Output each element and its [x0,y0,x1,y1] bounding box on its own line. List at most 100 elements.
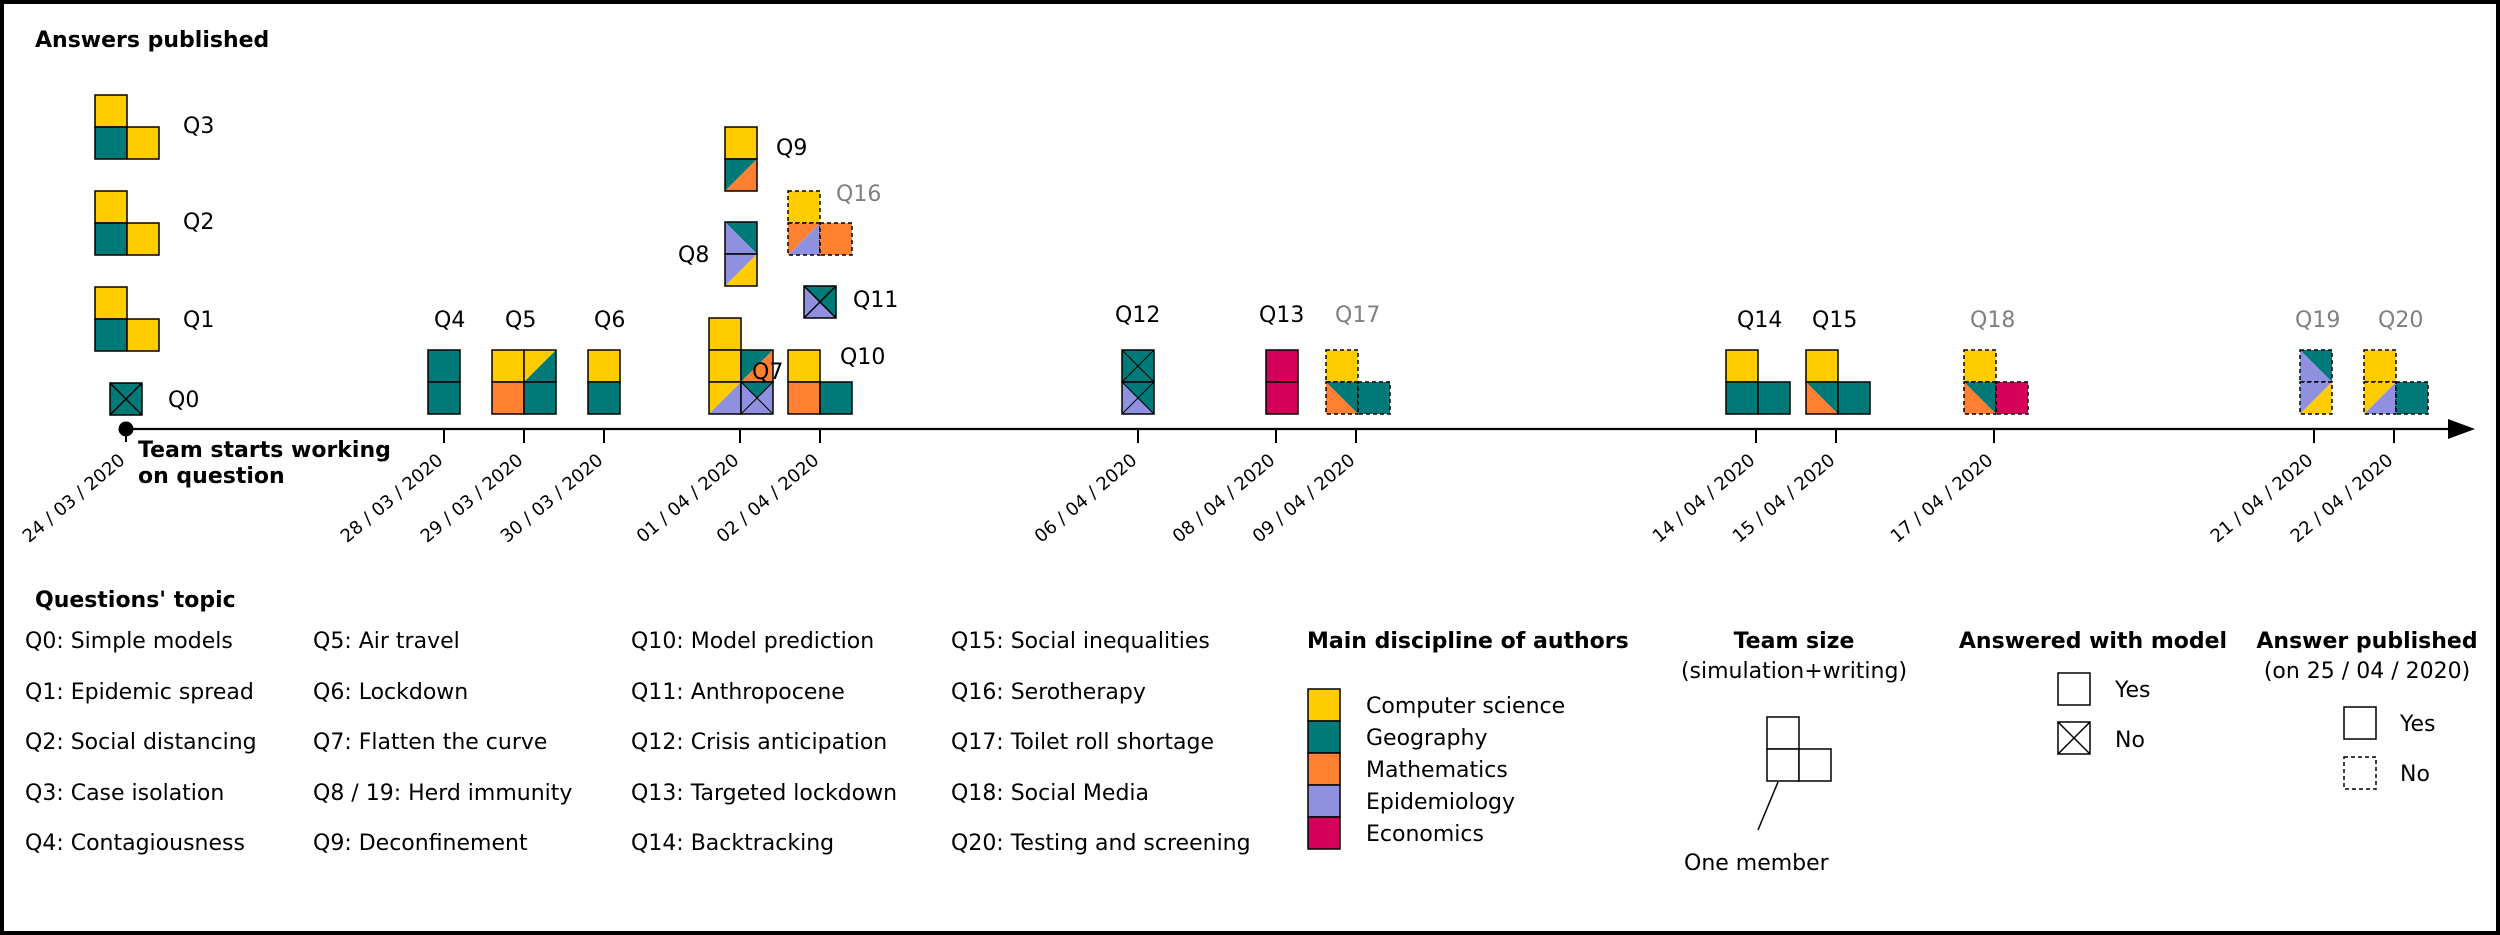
q12-glyph [1121,349,1155,415]
topics-col4: Q15: Social inequalities Q16: Serotherap… [951,629,1251,856]
date-label: 17 / 04 / 2020 [1887,450,1998,547]
topic-item: Q4: Contagiousness [25,831,245,856]
published-subtitle: (on 25 / 04 / 2020) [2264,659,2470,684]
q5-label: Q5 [505,308,536,333]
q11-label: Q11 [853,288,898,313]
date-label: 06 / 04 / 2020 [1031,450,1142,547]
q18-label: Q18 [1970,308,2015,333]
topic-item: Q15: Social inequalities [951,629,1210,654]
topics-header: Questions' topic [35,588,236,613]
q20-label: Q20 [2378,308,2423,333]
published-yes-swatch [2343,706,2377,740]
topic-item: Q17: Toilet roll shortage [951,730,1214,755]
topic-item: Q3: Case isolation [25,781,224,806]
team-size-glyph [1757,716,1832,831]
q16-glyph [787,190,853,256]
q12-label: Q12 [1115,303,1160,328]
q2-label: Q2 [183,210,214,235]
discipline-label: Epidemiology [1366,790,1515,815]
timeline-arrow-icon [2448,419,2475,439]
q17-glyph [1325,349,1391,415]
topic-item: Q13: Targeted lockdown [631,781,897,806]
model-no-label: No [2115,728,2145,753]
discipline-label: Mathematics [1366,758,1508,783]
discipline-label: Geography [1366,726,1487,751]
published-yes-label: Yes [2399,712,2436,737]
model-legend: Yes No [2057,672,2151,755]
swatch-epidemiology [1307,784,1341,818]
q6-glyph [587,349,621,415]
topic-item: Q2: Social distancing [25,730,257,755]
swatch-mathematics [1307,752,1341,786]
topic-item: Q0: Simple models [25,629,233,654]
q7-label: Q7 [752,360,783,385]
team-size-subtitle: (simulation+writing) [1681,659,1907,684]
topic-item: Q1: Epidemic spread [25,680,254,705]
topic-item: Q10: Model prediction [631,629,874,654]
q9-glyph [724,126,758,192]
date-labels: 24 / 03 / 2020 28 / 03 / 2020 29 / 03 / … [19,450,2398,547]
topic-item: Q18: Social Media [951,781,1149,806]
topic-item: Q11: Anthropocene [631,680,845,705]
q9-label: Q9 [776,136,807,161]
q18-glyph [1963,349,2029,415]
topic-item: Q16: Serotherapy [951,680,1146,705]
topic-item: Q5: Air travel [313,629,460,654]
swatch-geography [1307,720,1341,754]
date-ticks [443,429,2395,443]
one-member-label: One member [1684,851,1830,876]
q2-glyph [94,190,160,256]
q13-glyph [1265,349,1299,415]
published-no-swatch [2343,756,2377,790]
topics-col3: Q10: Model prediction Q11: Anthropocene … [631,629,897,856]
q17-label: Q17 [1335,303,1380,328]
discipline-label: Computer science [1366,694,1565,719]
q8-label: Q8 [678,243,709,268]
topic-item: Q20: Testing and screening [951,831,1251,856]
discipline-label: Economics [1366,822,1484,847]
topic-item: Q14: Backtracking [631,831,834,856]
q10-glyph [787,349,853,415]
q10-label: Q10 [840,345,885,370]
date-label: 24 / 03 / 2020 [19,450,130,547]
q5-glyph [491,349,557,415]
topic-item: Q12: Crisis anticipation [631,730,887,755]
topics-col2: Q5: Air travel Q6: Lockdown Q7: Flatten … [313,629,572,856]
topics-col1: Q0: Simple models Q1: Epidemic spread Q2… [25,629,257,856]
model-yes-label: Yes [2114,678,2151,703]
q4-label: Q4 [434,308,465,333]
topic-item: Q8 / 19: Herd immunity [313,781,572,806]
swatch-computer-science [1307,688,1341,722]
team-starts-label-line2: on question [138,464,285,489]
q19-label: Q19 [2295,308,2340,333]
q14-glyph [1725,349,1791,415]
q16-label: Q16 [836,182,881,207]
q3-glyph [94,94,160,160]
team-size-title: Team size [1734,629,1855,654]
q19-glyph [2299,349,2333,415]
discipline-legend: Computer science Geography Mathematics E… [1307,688,1565,850]
q3-label: Q3 [183,114,214,139]
topic-item: Q7: Flatten the curve [313,730,547,755]
discipline-title: Main discipline of authors [1307,629,1629,654]
team-starts-label: Team starts working [138,438,391,463]
model-yes-swatch [2057,672,2091,706]
q20-glyph [2363,349,2429,415]
q1-label: Q1 [183,308,214,333]
q1-glyph [94,286,160,352]
q13-label: Q13 [1259,303,1304,328]
model-title: Answered with model [1959,629,2227,654]
q6-label: Q6 [594,308,625,333]
topic-item: Q6: Lockdown [313,680,468,705]
q0-label: Q0 [168,388,199,413]
q14-label: Q14 [1737,308,1782,333]
topic-item: Q9: Deconfinement [313,831,528,856]
q4-glyph [427,349,461,415]
q11-glyph [803,285,837,319]
q15-label: Q15 [1812,308,1857,333]
q7-glyph [708,317,774,415]
q15-glyph [1805,349,1871,415]
q8-glyph [724,221,758,287]
